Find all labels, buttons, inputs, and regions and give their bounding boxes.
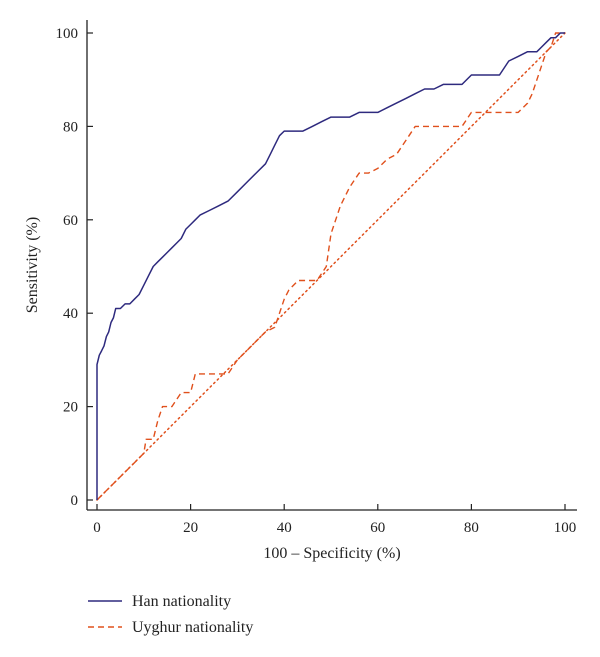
x-tick-label: 0 [93,520,101,536]
y-tick-label: 100 [56,26,79,42]
series-line-han [96,32,565,500]
series-line-uyghur [96,32,565,501]
y-tick-label: 60 [63,213,78,229]
legend-item-han: Han nationality [88,593,231,610]
x-axis-title: 100 – Specificity (%) [263,545,400,562]
y-tick-label: 20 [63,400,78,416]
x-ticks: 0 20 40 60 80 100 [93,504,576,536]
series-layer [96,32,566,501]
y-ticks: 0 20 40 60 80 100 [56,26,93,509]
x-tick-label: 80 [464,520,479,536]
legend-label-han: Han nationality [132,593,231,610]
y-axis-title: Sensitivity (%) [24,217,41,313]
plot-frame [86,20,577,511]
reference-diagonal-line [96,32,566,501]
x-tick-label: 20 [183,520,198,536]
x-tick-label: 40 [277,520,292,536]
legend-item-uyghur: Uyghur nationality [88,619,253,636]
legend-label-uyghur: Uyghur nationality [132,619,253,636]
x-tick-label: 60 [370,520,385,536]
y-tick-label: 40 [63,306,78,322]
legend: Han nationality Uyghur nationality [88,593,253,636]
y-tick-label: 80 [63,119,78,135]
x-tick-label: 100 [554,520,577,536]
y-tick-label: 0 [71,493,79,509]
